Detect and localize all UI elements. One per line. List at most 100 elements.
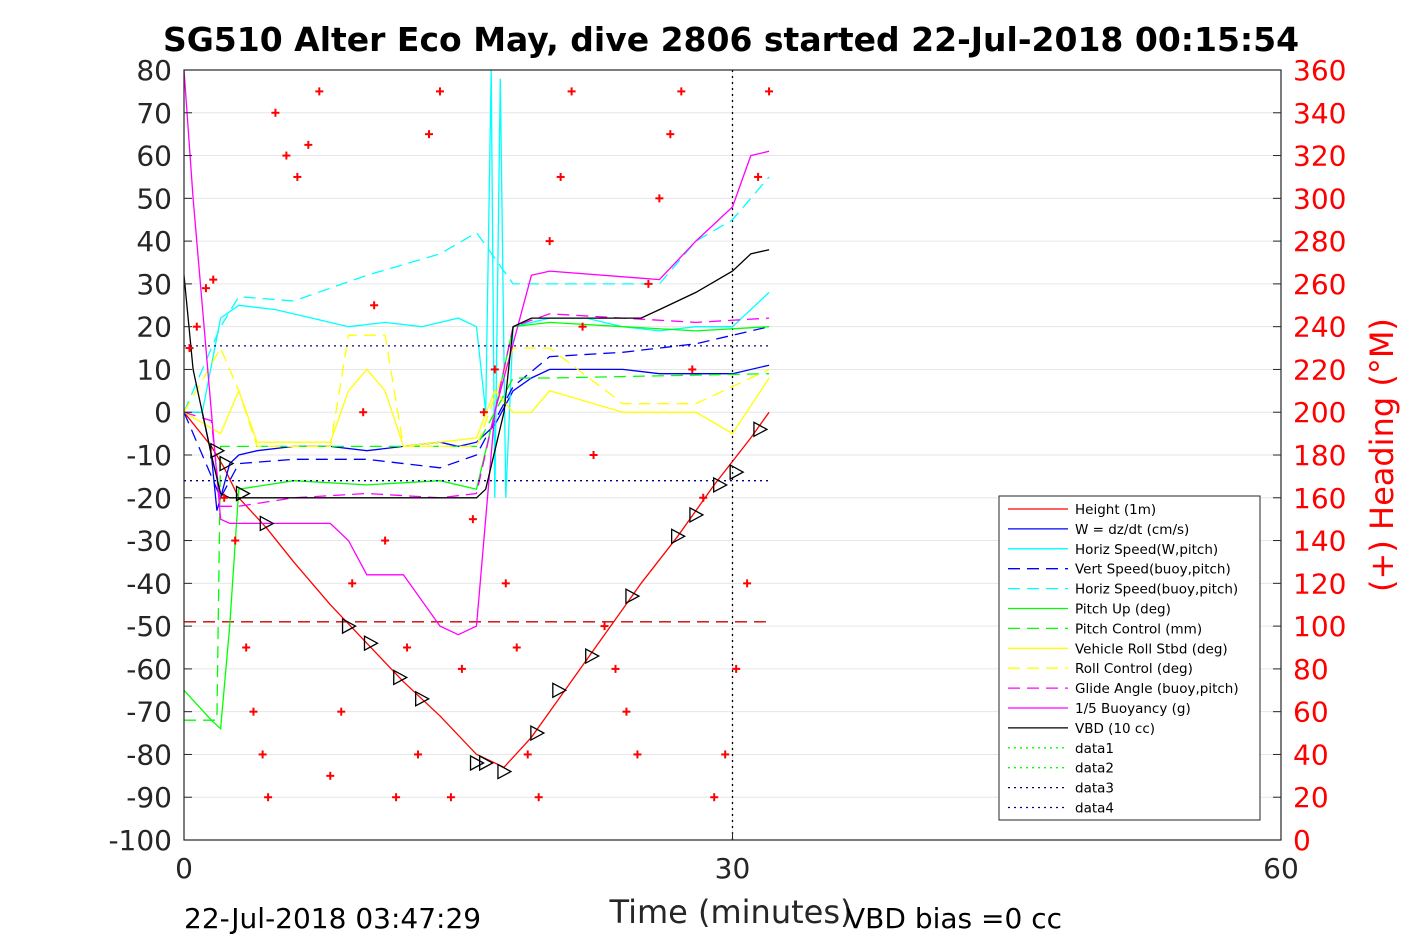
heading-point [589, 451, 598, 459]
direction-marker [363, 635, 379, 652]
series-line-9 [184, 313, 770, 507]
legend-label: Horiz Speed(buoy,pitch) [1075, 582, 1238, 598]
legend-label: data4 [1075, 801, 1114, 817]
heading-point [337, 707, 346, 716]
series-line-6 [184, 373, 770, 721]
heading-point [754, 172, 763, 181]
y-tick-label: -30 [126, 525, 172, 558]
heading-point [732, 664, 741, 673]
heading-point [490, 365, 499, 374]
legend-item: Height (1m) [1008, 502, 1156, 518]
y-tick-label: 70 [136, 97, 172, 130]
heading-point [359, 408, 368, 417]
legend-label: data3 [1075, 781, 1114, 797]
heading-point [403, 643, 412, 652]
direction-marker [671, 528, 687, 545]
heading-point [424, 130, 433, 139]
legend-item: Roll Control (deg) [1008, 661, 1193, 677]
y-tick-label: -20 [126, 482, 172, 515]
heading-point [271, 108, 280, 117]
heading-point [501, 579, 510, 588]
heading-point [710, 793, 719, 802]
y-tick-label: -90 [126, 781, 172, 814]
heading-point [479, 408, 488, 417]
direction-marker [235, 485, 251, 502]
yr-tick-label: 100 [1293, 610, 1346, 643]
heading-point [282, 151, 291, 160]
yr-tick-label: 20 [1293, 781, 1329, 814]
yr-tick-label: 40 [1293, 738, 1329, 771]
heading-point [446, 793, 455, 802]
yr-tick-label: 60 [1293, 696, 1329, 729]
y-axis-label-right: (+) Heading (°M) [1363, 318, 1401, 592]
heading-points [185, 87, 774, 802]
heading-point [688, 365, 697, 374]
legend-item: Horiz Speed(buoy,pitch) [1008, 582, 1238, 598]
yr-tick-label: 300 [1293, 182, 1346, 215]
heading-point [545, 237, 554, 246]
y-tick-label: -50 [126, 610, 172, 643]
legend-item: data3 [1008, 781, 1114, 797]
y-tick-label: 80 [136, 54, 172, 87]
heading-point [209, 275, 218, 284]
yr-tick-label: 260 [1293, 268, 1346, 301]
heading-point [264, 793, 273, 802]
heading-point [633, 750, 642, 759]
y-tick-label: 0 [154, 396, 172, 429]
legend-item: Pitch Up (deg) [1008, 602, 1171, 618]
heading-point [435, 87, 444, 96]
heading-point [315, 87, 324, 96]
y-tick-label: 50 [136, 182, 172, 215]
legend-item: Glide Angle (buoy,pitch) [1008, 681, 1239, 697]
legend-label: Roll Control (deg) [1075, 661, 1193, 677]
legend-label: W = dz/dt (cm/s) [1075, 522, 1189, 538]
yr-tick-label: 180 [1293, 439, 1346, 472]
x-tick-labels: 0 30 60 [175, 852, 1299, 885]
series-line-0 [184, 411, 770, 769]
y-tick-labels-right: 3603403203002802602402202001801601401201… [1293, 54, 1346, 857]
heading-point [611, 664, 620, 673]
direction-marker [259, 515, 275, 532]
y-tick-label: -80 [126, 738, 172, 771]
yr-tick-label: 160 [1293, 482, 1346, 515]
heading-point [567, 87, 576, 96]
heading-point [348, 579, 357, 588]
series-line-3 [184, 326, 770, 500]
legend-label: data1 [1075, 741, 1114, 757]
direction-marker [713, 476, 729, 494]
yr-tick-label: 320 [1293, 140, 1346, 173]
series-line-11 [184, 249, 770, 499]
x-tick-label: 0 [175, 852, 193, 885]
yr-tick-label: 340 [1293, 97, 1346, 130]
series-line-10 [184, 70, 770, 636]
legend: Height (1m) W = dz/dt (cm/s) Horiz Speed(W… [998, 495, 1261, 821]
direction-marker [469, 754, 485, 772]
direction-marker [753, 421, 769, 438]
y-tick-label: 10 [136, 353, 172, 386]
heading-point [666, 130, 675, 139]
legend-item: Horiz Speed(W,pitch) [1008, 542, 1218, 558]
heading-point [392, 793, 401, 802]
legend-label: Pitch Up (deg) [1075, 602, 1171, 618]
x-tick-label: 60 [1263, 852, 1299, 885]
yr-tick-label: 280 [1293, 225, 1346, 258]
heading-point [414, 750, 423, 759]
y-tick-label: -40 [126, 567, 172, 600]
yr-tick-label: 80 [1293, 653, 1329, 686]
yr-tick-label: 0 [1293, 824, 1311, 857]
yr-tick-label: 220 [1293, 353, 1346, 386]
heading-point [258, 750, 267, 759]
y-tick-label: 30 [136, 268, 172, 301]
legend-label: data2 [1075, 761, 1114, 777]
heading-point [192, 322, 201, 331]
y-tick-label: -60 [126, 653, 172, 686]
yr-tick-label: 360 [1293, 54, 1346, 87]
heading-point [304, 140, 313, 149]
heading-point [644, 279, 653, 288]
footer-vbd-bias: VBD bias =0 cc [846, 902, 1062, 935]
legend-label: VBD (10 cc) [1075, 721, 1155, 737]
heading-point [677, 87, 686, 96]
y-tick-label: 20 [136, 311, 172, 344]
heading-point [600, 622, 609, 631]
